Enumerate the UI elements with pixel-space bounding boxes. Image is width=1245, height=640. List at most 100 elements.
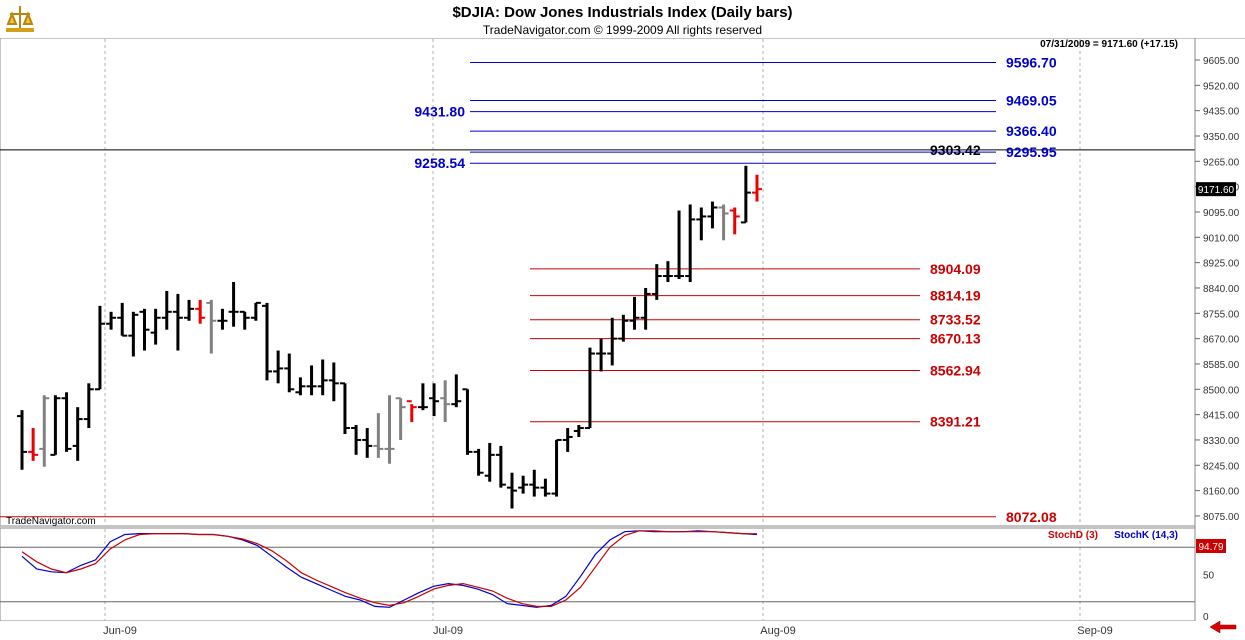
ohlc-bar bbox=[640, 287, 651, 330]
trade-navigator-logo bbox=[4, 4, 36, 34]
ohlc-bar bbox=[417, 383, 428, 411]
ohlc-bar bbox=[462, 388, 473, 455]
price-axis: 9605.009520.009435.009350.009265.009180.… bbox=[1194, 38, 1240, 621]
ohlc-bar bbox=[518, 475, 529, 494]
y-tick-label: 9605.00 bbox=[1203, 56, 1240, 67]
ohlc-bar bbox=[674, 210, 685, 280]
stoch-last-value: 94.79 bbox=[1198, 542, 1223, 553]
y-tick-label: 8415.00 bbox=[1203, 411, 1240, 422]
ohlc-bar bbox=[239, 310, 250, 330]
last-price-label: 9171.60 bbox=[1198, 185, 1235, 196]
level-label: 9596.70 bbox=[1006, 54, 1057, 70]
level-label: 8072.08 bbox=[1006, 509, 1057, 525]
y-tick-label: 9095.00 bbox=[1203, 208, 1240, 219]
x-tick-label: Sep-09 bbox=[1077, 625, 1112, 637]
ohlc-bar bbox=[106, 311, 117, 330]
ohlc-bar bbox=[395, 397, 406, 440]
y-tick-label: 9265.00 bbox=[1203, 157, 1240, 168]
ohlc-bar bbox=[351, 425, 362, 455]
stoch-y-tick-label: 50 bbox=[1203, 571, 1215, 582]
last-price-marker bbox=[1196, 182, 1236, 197]
ohlc-bar bbox=[61, 392, 72, 452]
ohlc-bar bbox=[139, 308, 150, 351]
ohlc-bar bbox=[540, 478, 551, 497]
ohlc-bar bbox=[295, 377, 306, 396]
ohlc-bar bbox=[718, 204, 729, 241]
stochd-line bbox=[21, 530, 758, 608]
ohlc-bar bbox=[429, 383, 440, 417]
y-tick-label: 8160.00 bbox=[1203, 487, 1240, 498]
ohlc-bar bbox=[195, 299, 206, 324]
ohlc-bars bbox=[17, 165, 762, 509]
ohlc-bar bbox=[707, 201, 718, 229]
ohlc-bar bbox=[473, 448, 484, 476]
price-panel bbox=[0, 38, 1196, 527]
x-tick-label: Jun-09 bbox=[103, 625, 137, 637]
ohlc-bar bbox=[306, 365, 317, 396]
ohlc-bar bbox=[551, 438, 562, 497]
ohlc-bar bbox=[562, 428, 573, 452]
level-label: 9303.42 bbox=[930, 142, 981, 158]
ohlc-bar bbox=[117, 302, 128, 337]
level-label: 8814.19 bbox=[930, 288, 981, 304]
y-tick-label: 8585.00 bbox=[1203, 360, 1240, 371]
ohlc-bar bbox=[50, 395, 61, 456]
date-axis: Jun-09 Jul-09 Aug-09 Sep-09 bbox=[103, 625, 1113, 637]
stochd-legend: StochD (3) bbox=[1048, 530, 1098, 541]
y-tick-label: 8500.00 bbox=[1203, 385, 1240, 396]
y-tick-label: 9435.00 bbox=[1203, 107, 1240, 118]
ohlc-bar bbox=[339, 382, 350, 434]
level-label: 9366.40 bbox=[1006, 123, 1057, 139]
ohlc-bar bbox=[740, 165, 751, 224]
level-label: 9469.05 bbox=[1006, 93, 1057, 109]
scroll-left-arrow-icon[interactable] bbox=[1209, 620, 1237, 634]
ohlc-bar bbox=[17, 410, 27, 470]
level-label: 9258.54 bbox=[414, 155, 465, 171]
stochk-legend: StochK (14,3) bbox=[1114, 530, 1178, 541]
ohlc-bar bbox=[507, 472, 517, 509]
ohlc-bar bbox=[696, 207, 707, 241]
ohlc-bar bbox=[618, 314, 629, 342]
ohlc-bar bbox=[373, 413, 384, 458]
ohlc-bar bbox=[217, 308, 228, 330]
ohlc-bar bbox=[128, 311, 139, 357]
ohlc-bar bbox=[262, 302, 272, 381]
ohlc-bar bbox=[584, 347, 595, 430]
ohlc-bar bbox=[573, 425, 584, 437]
ohlc-bar bbox=[250, 301, 261, 321]
ohlc-bar bbox=[184, 299, 195, 321]
x-tick-label: Aug-09 bbox=[760, 625, 795, 637]
ohlc-bar bbox=[607, 317, 618, 366]
y-tick-label: 8925.00 bbox=[1203, 259, 1240, 270]
chart-subtitle: TradeNavigator.com © 1999-2009 All right… bbox=[482, 23, 763, 37]
ohlc-bar bbox=[662, 261, 673, 283]
ohlc-bar bbox=[317, 359, 328, 396]
watermark: TradeNavigator.com bbox=[6, 516, 96, 527]
y-tick-label: 8670.00 bbox=[1203, 335, 1240, 346]
ohlc-bar bbox=[94, 305, 105, 391]
x-tick-label: Jul-09 bbox=[433, 625, 463, 637]
ohlc-bar bbox=[39, 395, 50, 467]
ohlc-bar bbox=[28, 428, 39, 461]
y-tick-label: 9520.00 bbox=[1203, 81, 1240, 92]
y-tick-label: 8755.00 bbox=[1203, 309, 1240, 320]
y-tick-label: 8075.00 bbox=[1203, 512, 1240, 523]
ohlc-bar bbox=[362, 428, 373, 458]
stoch-y-tick-label: 0 bbox=[1203, 612, 1209, 623]
level-label: 8904.09 bbox=[930, 261, 981, 277]
stochastic-panel bbox=[0, 527, 1196, 622]
stoch-last-marker bbox=[1196, 539, 1226, 553]
ohlc-bar bbox=[384, 395, 395, 464]
ohlc-bar bbox=[161, 290, 172, 330]
y-tick-label: 8245.00 bbox=[1203, 461, 1240, 472]
stochastic-lines: 50 0 bbox=[0, 530, 1215, 623]
level-label: 8562.94 bbox=[930, 363, 981, 379]
ohlc-bar bbox=[484, 442, 495, 482]
level-lines: 9596.70 9469.05 9431.80 9366.40 9303.42 9295.… bbox=[0, 54, 1195, 525]
ohlc-bar bbox=[629, 296, 640, 330]
y-tick-label: 8330.00 bbox=[1203, 436, 1240, 447]
chart-title: $DJIA: Dow Jones Industrials Index (Dail… bbox=[452, 4, 793, 21]
level-label: 8733.52 bbox=[930, 312, 981, 328]
ohlc-bar bbox=[495, 445, 506, 488]
ohlc-bar bbox=[729, 207, 740, 235]
